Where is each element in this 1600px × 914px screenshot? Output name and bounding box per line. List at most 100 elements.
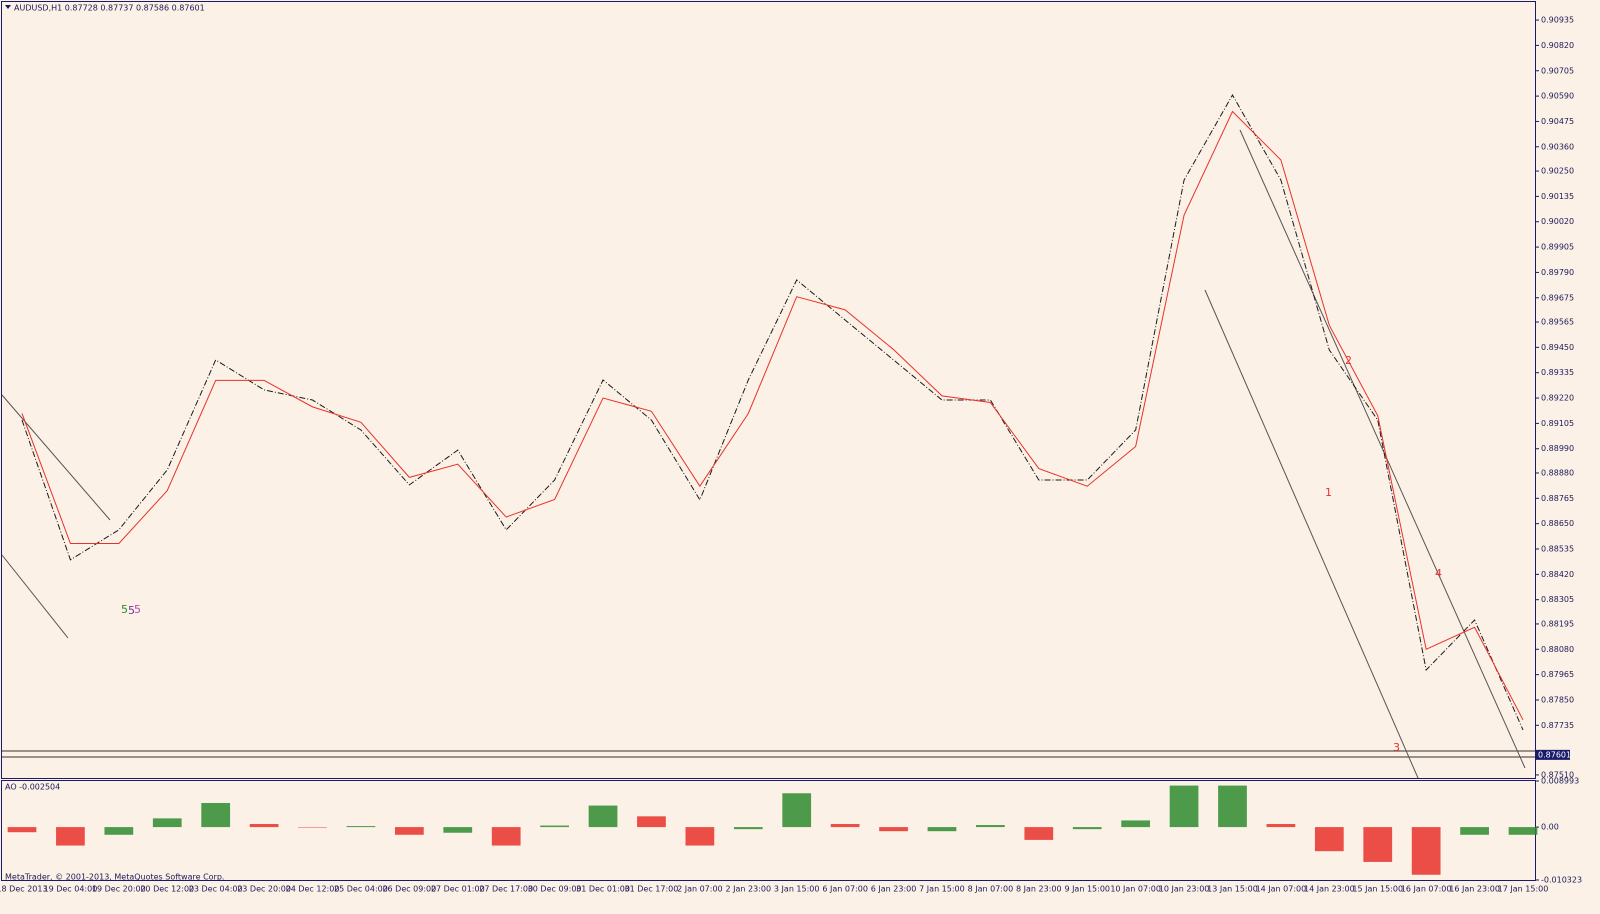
y-tick-label: 0.88080: [1541, 645, 1574, 654]
ao-bar: [685, 827, 715, 846]
wave-label: 3: [1393, 741, 1400, 754]
ao-bar: [394, 827, 424, 835]
y-tick-label: 0.87965: [1541, 670, 1574, 679]
y-tick-label: 0.89220: [1541, 394, 1574, 403]
y-tick-label: 0.87510: [1541, 770, 1574, 779]
x-tick-label: 6 Jan 07:00: [822, 885, 868, 894]
y-tick-label: 0.88195: [1541, 619, 1574, 628]
y-tick-label: 0.90820: [1541, 41, 1574, 50]
x-tick-label: 18 Dec 2013: [0, 885, 48, 894]
y-tick-label: 0.88305: [1541, 595, 1574, 604]
x-tick-label: 17 Jan 15:00: [1498, 885, 1549, 894]
ao-bar: [927, 827, 957, 832]
wave-label: 5: [134, 603, 141, 616]
price-pane: [1, 1, 1536, 779]
y-tick-label: 0.90935: [1541, 16, 1574, 25]
y-tick-label: 0.87735: [1541, 721, 1574, 730]
ao-bar: [1363, 827, 1393, 862]
ao-bar: [201, 803, 231, 828]
x-tick-label: 31 Dec 01:00: [576, 885, 630, 894]
x-tick-label: 27 Dec 17:00: [479, 885, 533, 894]
x-tick-label: 10 Jan 23:00: [1159, 885, 1210, 894]
y-tick-label: 0.90250: [1541, 167, 1574, 176]
x-tick-label: 7 Jan 15:00: [919, 885, 965, 894]
y-tick-label: 0.89565: [1541, 318, 1574, 327]
ao-bar: [346, 826, 376, 828]
y-tick-label: 0.89905: [1541, 243, 1574, 252]
ao-bar: [152, 818, 182, 828]
ao-bar: [1508, 827, 1538, 835]
ao-bar: [879, 827, 908, 832]
x-tick-label: 27 Dec 01:00: [431, 885, 485, 894]
x-tick-label: 8 Jan 07:00: [968, 885, 1014, 894]
ao-bar: [1411, 827, 1441, 875]
ao-bar: [1460, 827, 1489, 835]
x-tick-label: 2 Jan 23:00: [726, 885, 772, 894]
ao-bar: [7, 827, 37, 833]
x-tick-label: 25 Dec 04:00: [334, 885, 388, 894]
x-tick-label: 30 Dec 09:00: [528, 885, 582, 894]
y-tick-label: 0.90590: [1541, 92, 1574, 101]
ao-bar: [588, 805, 618, 828]
y-tick-label: 0.89450: [1541, 343, 1574, 352]
y-tick-label: -0.010323: [1541, 876, 1582, 885]
pane-title: AUDUSD,H1 0.87728 0.87737 0.87586 0.8760…: [14, 4, 205, 13]
collapse-arrow[interactable]: [5, 5, 11, 9]
y-tick-label: 0.88990: [1541, 444, 1574, 453]
ao-bar: [491, 827, 521, 846]
ao-bar: [1169, 785, 1199, 828]
x-tick-label: 15 Jan 15:00: [1352, 885, 1403, 894]
trend-line: [1, 554, 69, 639]
y-tick-label: 0.88650: [1541, 519, 1574, 528]
y-tick-label: 0.008993: [1541, 777, 1579, 786]
ao-bar: [56, 827, 85, 846]
x-tick-label: 24 Dec 12:00: [286, 885, 340, 894]
x-tick-label: 14 Jan 23:00: [1304, 885, 1355, 894]
y-tick-label: 0.00: [1541, 823, 1559, 832]
ao-bar: [830, 824, 860, 828]
x-tick-label: 20 Dec 12:00: [140, 885, 194, 894]
ao-bar: [104, 827, 134, 835]
x-tick-label: 13 Jan 15:00: [1207, 885, 1258, 894]
y-tick-label: 0.90705: [1541, 66, 1574, 75]
copyright: MetaTrader, © 2001-2013, MetaQuotes Soft…: [5, 873, 224, 882]
x-tick-label: 23 Dec 04:00: [189, 885, 243, 894]
y-tick-label: 0.89105: [1541, 419, 1574, 428]
x-tick-label: 6 Jan 23:00: [871, 885, 917, 894]
wave-label: 5: [121, 603, 128, 616]
x-tick-label: 3 Jan 15:00: [774, 885, 820, 894]
pane-title: AO -0.002504: [5, 783, 60, 792]
y-tick-label: 0.87850: [1541, 695, 1574, 704]
y-tick-label: 0.90020: [1541, 217, 1574, 226]
y-tick-label: 0.89335: [1541, 368, 1574, 377]
y-tick-label: 0.90475: [1541, 117, 1574, 126]
wave-label: 1: [1325, 486, 1332, 499]
x-tick-label: 26 Dec 09:00: [382, 885, 436, 894]
ao-bar: [1072, 827, 1102, 830]
y-tick-label: 0.90135: [1541, 192, 1574, 201]
ao-bar: [249, 824, 279, 828]
wave-label: 5: [128, 604, 135, 617]
ao-bar: [1121, 820, 1151, 828]
y-tick-label: 0.88765: [1541, 494, 1574, 503]
x-tick-label: 9 Jan 15:00: [1064, 885, 1110, 894]
trend-line: [1239, 129, 1526, 769]
x-tick-label: 31 Dec 17:00: [625, 885, 679, 894]
ao-bar: [443, 827, 473, 833]
x-tick-label: 16 Jan 07:00: [1401, 885, 1452, 894]
y-tick-label: 0.90360: [1541, 142, 1574, 151]
trend-line: [1204, 289, 1419, 779]
x-tick-label: 16 Jan 23:00: [1449, 885, 1500, 894]
ao-bar: [540, 825, 569, 828]
ao-bar: [1218, 785, 1247, 828]
x-tick-label: 2 Jan 07:00: [677, 885, 723, 894]
x-tick-label: 19 Dec 20:00: [92, 885, 146, 894]
ao-bar: [782, 793, 812, 828]
x-tick-label: 8 Jan 23:00: [1016, 885, 1062, 894]
ao-bar: [298, 827, 327, 828]
price-line: [21, 110, 1524, 721]
y-tick-label: 0.89675: [1541, 293, 1574, 302]
x-tick-label: 10 Jan 07:00: [1110, 885, 1161, 894]
